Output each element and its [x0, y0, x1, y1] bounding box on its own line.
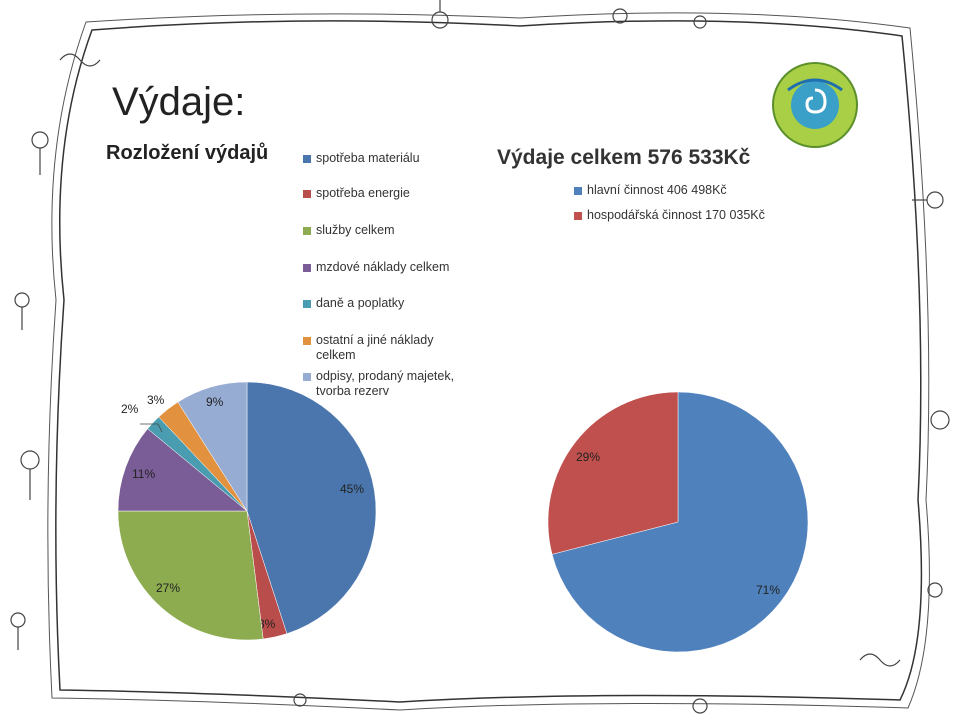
legend-item: spotřeba materiálu [303, 151, 473, 166]
legend-swatch [574, 212, 582, 220]
legend-swatch [303, 300, 311, 308]
pie-slice [177, 381, 248, 512]
legend-item: služby celkem [303, 223, 473, 238]
legend-label: hlavní činnost 406 498Kč [587, 183, 727, 197]
legend-item: spotřeba energie [303, 186, 473, 201]
legend-label: spotřeba energie [316, 186, 410, 200]
slice-label: 3% [147, 393, 165, 407]
slice-label: 29% [576, 450, 600, 464]
slice-label: 2% [121, 402, 139, 416]
pie-slice [117, 428, 248, 512]
leader-line [140, 423, 163, 433]
legend-label: hospodářská činnost 170 035Kč [587, 208, 765, 222]
pie-slice [246, 381, 377, 635]
pie-total-expenses: 71% 29% [547, 391, 809, 653]
slice-label: 3% [258, 617, 276, 631]
slice-label: 11% [132, 467, 155, 481]
solnik-logo [772, 62, 858, 148]
legend-item: mzdové náklady celkem [303, 260, 473, 275]
legend-label: služby celkem [316, 223, 395, 237]
legend-item: hlavní činnost 406 498Kč [574, 183, 794, 198]
legend-swatch [303, 190, 311, 198]
legend-swatch [574, 187, 582, 195]
slide-subtitle: Rozložení výdajů [106, 142, 269, 164]
legend-label: ostatní a jiné náklady celkem [316, 333, 434, 362]
legend-item: hospodářská činnost 170 035Kč [574, 208, 794, 223]
legend-label: mzdové náklady celkem [316, 260, 450, 274]
legend-swatch [303, 155, 311, 163]
legend-label: spotřeba materiálu [316, 151, 420, 165]
legend-label: odpisy, prodaný majetek, tvorba rezerv [316, 369, 455, 398]
legend-swatch [303, 373, 311, 381]
slice-label: 71% [756, 583, 780, 597]
chart-title-total: Výdaje celkem 576 533Kč [497, 146, 751, 169]
pie-slice [117, 510, 264, 641]
slide-title: Výdaje: [112, 80, 246, 124]
pie-expense-breakdown: 45% 3% 27% 11% 2% 3% 9% [117, 381, 377, 641]
legend-label: daně a poplatky [316, 296, 405, 310]
legend-item: odpisy, prodaný majetek, tvorba rezerv [303, 369, 463, 399]
legend-swatch [303, 264, 311, 272]
pie-slice [547, 391, 679, 555]
slice-label: 27% [156, 581, 180, 595]
legend-item: ostatní a jiné náklady celkem [303, 333, 453, 363]
slice-label: 45% [340, 482, 364, 496]
legend-item: daně a poplatky [303, 296, 473, 311]
slice-label: 9% [206, 395, 224, 409]
pie-slice [551, 391, 809, 653]
legend-swatch [303, 337, 311, 345]
legend-swatch [303, 227, 311, 235]
